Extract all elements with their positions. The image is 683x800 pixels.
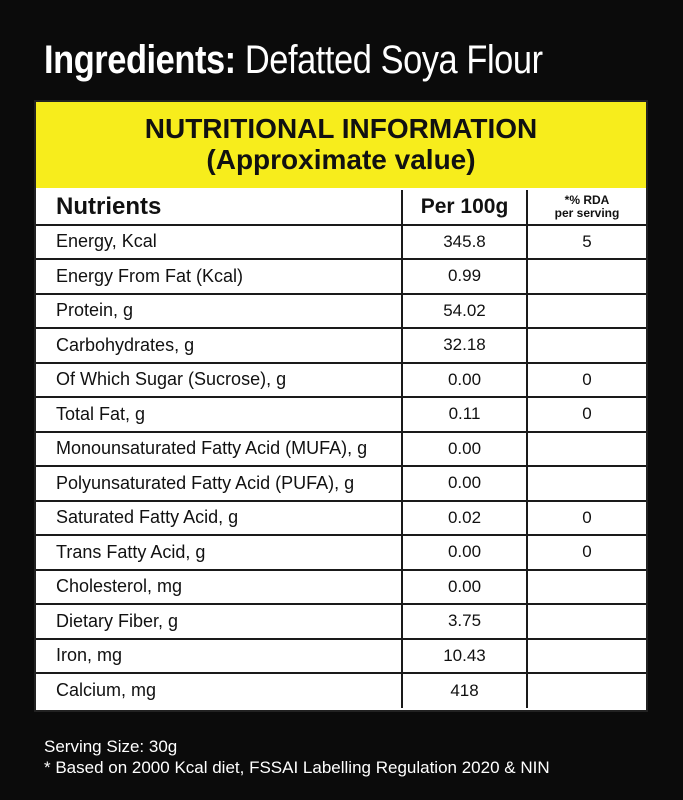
nutrient-name: Trans Fatty Acid, g (36, 534, 403, 571)
nutrient-name: Cholesterol, mg (36, 568, 403, 605)
ingredients-line: Ingredients: Defatted Soya Flour (44, 34, 543, 86)
nutrient-rda (526, 258, 646, 295)
nutrient-rda: 0 (526, 534, 646, 571)
header-rda: *% RDA per serving (526, 190, 646, 226)
nutrient-value: 0.00 (401, 361, 528, 398)
table-row: Iron, mg 10.43 (36, 637, 646, 674)
nutrient-name: Iron, mg (36, 637, 403, 674)
nutrient-value: 0.00 (401, 568, 528, 605)
nutrient-name: Protein, g (36, 292, 403, 329)
nutrient-rda (526, 568, 646, 605)
table-row: Cholesterol, mg 0.00 (36, 568, 646, 605)
banner-title: NUTRITIONAL INFORMATION (144, 113, 538, 144)
ingredients-value: Defatted Soya Flour (244, 38, 543, 82)
nutrient-value: 345.8 (401, 223, 528, 260)
table-row: Saturated Fatty Acid, g 0.02 0 (36, 499, 646, 536)
nutrient-name: Total Fat, g (36, 396, 403, 433)
header-nutrients: Nutrients (36, 190, 403, 226)
nutrient-value: 32.18 (401, 327, 528, 364)
nutrient-value: 0.99 (401, 258, 528, 295)
header-rda-line2: per serving (554, 205, 620, 220)
header-rda-line1: *% RDA (564, 192, 610, 207)
nutrient-rda (526, 603, 646, 640)
banner-subtitle: (Approximate value) (206, 144, 476, 175)
table-row: Carbohydrates, g 32.18 (36, 327, 646, 364)
table-row: Of Which Sugar (Sucrose), g 0.00 0 (36, 361, 646, 398)
nutrient-rda (526, 292, 646, 329)
table-row: Energy From Fat (Kcal) 0.99 (36, 258, 646, 295)
table-row: Monounsaturated Fatty Acid (MUFA), g 0.0… (36, 430, 646, 467)
nutrient-value: 0.02 (401, 499, 528, 536)
nutrient-value: 0.11 (401, 396, 528, 433)
nutrient-name: Saturated Fatty Acid, g (36, 499, 403, 536)
nutrient-rda (526, 327, 646, 364)
nutrition-table: Nutrients Per 100g *% RDA per serving En… (36, 190, 646, 708)
nutrient-value: 0.00 (401, 465, 528, 502)
nutrient-name: Energy, Kcal (36, 223, 403, 260)
nutrient-value: 0.00 (401, 430, 528, 467)
nutrient-rda (526, 637, 646, 674)
nutrient-value: 0.00 (401, 534, 528, 571)
label-footer: Serving Size: 30g * Based on 2000 Kcal d… (44, 736, 550, 778)
ingredients-label: Ingredients: (44, 38, 236, 82)
nutrient-rda (526, 430, 646, 467)
nutrient-name: Of Which Sugar (Sucrose), g (36, 361, 403, 398)
nutrient-rda: 0 (526, 361, 646, 398)
nutrient-rda: 5 (526, 223, 646, 260)
table-row: Dietary Fiber, g 3.75 (36, 603, 646, 640)
nutrient-value: 10.43 (401, 637, 528, 674)
nutrient-name: Carbohydrates, g (36, 327, 403, 364)
nutrition-banner: NUTRITIONAL INFORMATION (Approximate val… (36, 102, 646, 188)
nutrient-name: Energy From Fat (Kcal) (36, 258, 403, 295)
nutrient-name: Calcium, mg (36, 672, 403, 708)
table-header-row: Nutrients Per 100g *% RDA per serving (36, 190, 646, 226)
table-row: Energy, Kcal 345.8 5 (36, 223, 646, 260)
nutrient-name: Dietary Fiber, g (36, 603, 403, 640)
table-row: Polyunsaturated Fatty Acid (PUFA), g 0.0… (36, 465, 646, 502)
rda-footnote: * Based on 2000 Kcal diet, FSSAI Labelli… (44, 758, 550, 777)
table-row: Trans Fatty Acid, g 0.00 0 (36, 534, 646, 571)
serving-size: Serving Size: 30g (44, 737, 178, 756)
nutrient-rda: 0 (526, 396, 646, 433)
nutrient-rda (526, 465, 646, 502)
table-row: Protein, g 54.02 (36, 292, 646, 329)
nutrient-rda (526, 672, 646, 708)
nutrition-panel: NUTRITIONAL INFORMATION (Approximate val… (34, 100, 648, 712)
nutrient-name: Monounsaturated Fatty Acid (MUFA), g (36, 430, 403, 467)
nutrient-name: Polyunsaturated Fatty Acid (PUFA), g (36, 465, 403, 502)
nutrient-value: 54.02 (401, 292, 528, 329)
nutrient-rda: 0 (526, 499, 646, 536)
header-per-100g: Per 100g (401, 190, 528, 226)
table-row: Total Fat, g 0.11 0 (36, 396, 646, 433)
table-row: Calcium, mg 418 (36, 672, 646, 708)
nutrient-value: 418 (401, 672, 528, 708)
nutrient-value: 3.75 (401, 603, 528, 640)
